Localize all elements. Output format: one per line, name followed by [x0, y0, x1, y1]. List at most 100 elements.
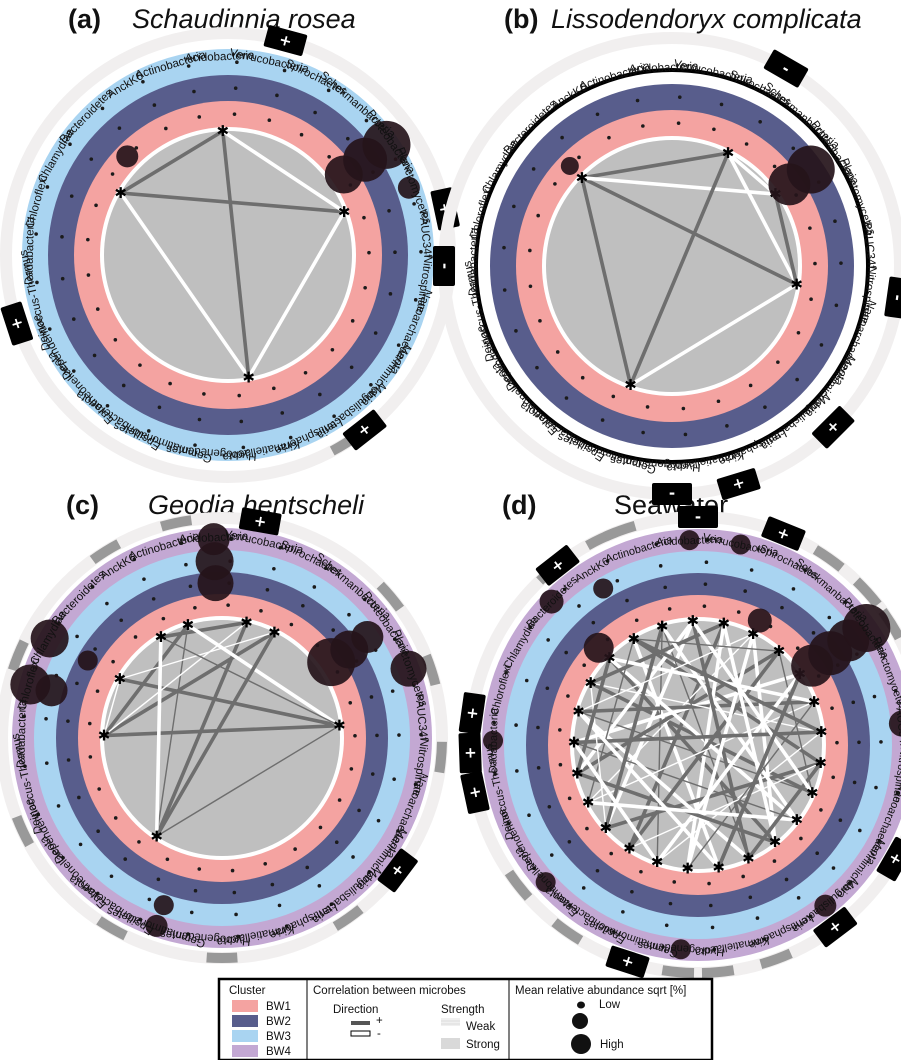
- legend-strength-strong: Strong: [466, 1039, 500, 1051]
- abundance-bubble: [535, 872, 556, 893]
- correlation-edge: [604, 624, 664, 830]
- sign-box-rect: [812, 406, 855, 449]
- correlation-edge: [607, 656, 799, 822]
- abundance-dot: [362, 597, 367, 602]
- abundance-dot: [634, 618, 639, 623]
- abundance-dot: [703, 582, 708, 586]
- abundance-dot: [334, 840, 339, 844]
- abundance-dot: [843, 600, 847, 604]
- sign-box-rect: [605, 945, 650, 978]
- abundance-dot: [44, 716, 48, 721]
- abundance-dot: [762, 937, 767, 941]
- correlation-edge: [159, 620, 249, 639]
- hub-star: ✱: [814, 754, 827, 772]
- abundance-dot: [663, 585, 667, 590]
- abundance-dot: [78, 842, 83, 847]
- correlation-edge: [575, 771, 777, 844]
- abundance-dot: [142, 577, 146, 581]
- abundance-dot: [123, 857, 128, 861]
- abundance-dot: [396, 829, 400, 833]
- abundance-bubble: [116, 145, 139, 168]
- outer-ring-segment: [812, 545, 845, 572]
- hub-star: ✱: [681, 860, 694, 878]
- hub-star: ✱: [114, 184, 127, 202]
- abundance-dot: [232, 890, 237, 895]
- sign-box: +: [263, 25, 308, 56]
- hub-star: ✱: [268, 623, 281, 641]
- abundance-bubble: [814, 894, 837, 917]
- abundance-dot: [716, 399, 721, 404]
- abundance-dot: [288, 435, 293, 440]
- hub-star: ✱: [790, 275, 803, 293]
- abundance-dot: [34, 232, 38, 236]
- sign-box-rect: [876, 836, 901, 882]
- abundance-dot: [531, 167, 536, 171]
- abundance-dot: [560, 135, 564, 140]
- abundance-dot: [392, 637, 397, 642]
- abundance-dot: [612, 930, 616, 934]
- sign-box-rect: [535, 545, 580, 586]
- abundance-dot: [22, 714, 26, 719]
- abundance-dot: [705, 538, 710, 543]
- outer-ring-segment: [89, 539, 122, 565]
- hub-disk: [546, 140, 798, 392]
- abundance-dot: [645, 405, 650, 409]
- abundance-dot: [357, 808, 361, 813]
- correlation-edge: [221, 129, 347, 214]
- abundance-dot: [545, 686, 550, 691]
- correlation-edge: [580, 176, 633, 387]
- abundance-dot: [834, 303, 839, 308]
- panel-c-network: ✱✱✱ ✱✱✱✱✱ChlamydiaeBacteroidetesAnckK6Act…: [0, 507, 448, 964]
- correlation-edge: [627, 649, 781, 851]
- abundance-dot: [94, 203, 98, 208]
- abundance-dot: [748, 895, 753, 900]
- phylum-label: Acidobacteria: [629, 61, 700, 76]
- abundance-bubble: [786, 145, 835, 194]
- phylum-label: Acidobacteria: [179, 531, 250, 546]
- abundance-dot: [808, 226, 812, 230]
- abundance-dot: [811, 631, 816, 635]
- abundance-dot: [317, 884, 322, 888]
- correlation-edge: [572, 740, 660, 864]
- sign-box: +: [761, 516, 806, 551]
- abundance-dot: [772, 859, 777, 863]
- abundance-dot: [712, 947, 717, 952]
- sign-box-label: +: [277, 30, 294, 51]
- abundance-dot: [857, 740, 861, 745]
- abundance-dot: [97, 787, 101, 791]
- abundance-dot: [502, 288, 507, 292]
- abundance-dot: [758, 120, 762, 124]
- abundance-dot: [229, 537, 233, 542]
- abundance-dot: [630, 890, 634, 894]
- sign-box-rect: [0, 301, 33, 346]
- abundance-dot: [546, 638, 550, 642]
- abundance-dot: [831, 775, 835, 780]
- abundance-dot: [528, 248, 532, 253]
- outer-ring-segment: [96, 916, 128, 941]
- abundance-dot: [239, 419, 244, 424]
- abundance-dot: [312, 585, 317, 589]
- correlation-edge: [685, 632, 755, 871]
- abundance-bubble: [390, 650, 427, 687]
- sign-box-label: -: [669, 485, 675, 503]
- correlation-edge: [607, 656, 817, 704]
- abundance-dot: [851, 700, 856, 705]
- panel-b-network: ✱✱✱✱✱ChlamydiaeBacteroidetesAnckK6Actino…: [433, 32, 901, 505]
- abundance-dot: [305, 865, 310, 870]
- abundance-dot: [661, 945, 665, 949]
- sign-box: +: [535, 545, 580, 586]
- sign-box: +: [238, 507, 282, 536]
- correlation-edge: [186, 623, 342, 728]
- abundance-dot: [591, 620, 596, 625]
- abundance-dot: [413, 298, 418, 302]
- sign-box: +: [876, 836, 901, 882]
- correlation-edge: [587, 701, 815, 804]
- abundance-dot: [349, 767, 354, 771]
- legend-abundance-low: Low: [599, 999, 621, 1011]
- hub-star: ✱: [806, 784, 819, 802]
- abundance-bubble: [888, 710, 901, 737]
- legend-swatch-bw3: [232, 1030, 258, 1042]
- abundance-dot: [367, 869, 372, 874]
- abundance-dot: [580, 375, 585, 380]
